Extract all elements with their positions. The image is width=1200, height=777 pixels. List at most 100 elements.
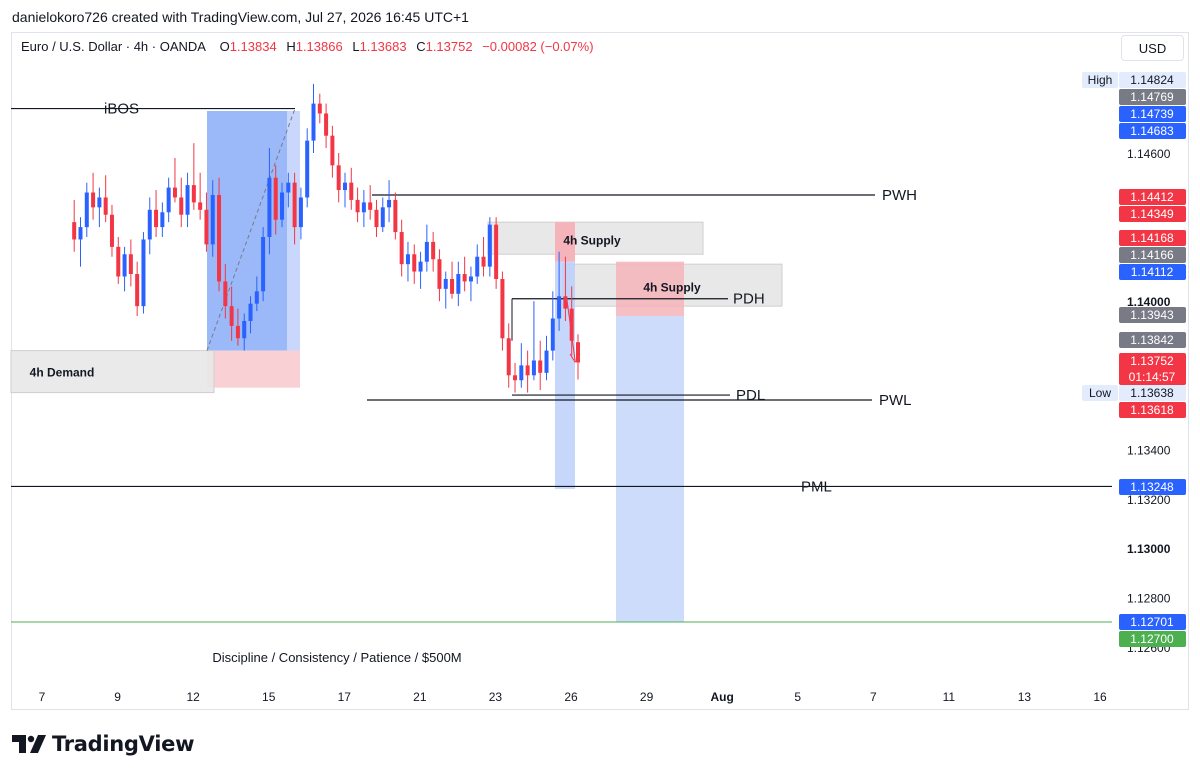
short-stop-zone-1: [555, 222, 575, 262]
candle-body: [91, 192, 96, 208]
candle-body: [210, 194, 215, 245]
candle-body: [128, 254, 133, 275]
candle-body: [223, 281, 228, 307]
price-label: 1.14168: [1130, 231, 1174, 245]
demand-zone-label: 4h Demand: [30, 366, 95, 380]
candle-body: [103, 197, 108, 215]
candle-body: [393, 199, 398, 233]
candle-body: [412, 254, 417, 272]
candle-body: [576, 342, 580, 363]
change-value: −0.00082 (−0.07%): [482, 39, 594, 54]
candle-body: [487, 224, 492, 267]
price-tick: 1.13400: [1127, 443, 1171, 457]
low-value: 1.13683: [359, 39, 407, 54]
candle-body: [317, 103, 322, 114]
candle-body: [431, 241, 436, 260]
candles-layer: [72, 83, 581, 393]
candle-body: [349, 182, 354, 200]
candle-body: [324, 113, 329, 136]
price-label: 1.14769: [1130, 90, 1174, 104]
candle-body: [500, 278, 505, 339]
price-label-bg: [1119, 353, 1186, 385]
time-tick: 16: [1093, 690, 1107, 704]
high-label: H: [286, 39, 296, 54]
time-tick: 26: [564, 690, 578, 704]
pwl-label: PWL: [879, 392, 912, 409]
demand-zone: [10, 350, 215, 394]
candle-body: [387, 199, 392, 208]
candle-body: [374, 209, 379, 228]
price-label: 1.14739: [1130, 107, 1174, 121]
open-value: 1.13834: [229, 39, 277, 54]
candle-body: [160, 212, 165, 228]
price-label: 1.14824: [1130, 73, 1174, 87]
time-tick: 13: [1018, 690, 1032, 704]
time-tick: 9: [114, 690, 121, 704]
price-label-bg: [1119, 206, 1186, 222]
open-label: O: [219, 39, 230, 54]
pml-label: PML: [801, 478, 832, 495]
long-position-profit: [207, 111, 300, 351]
candle-body: [166, 187, 171, 213]
candle-body: [475, 256, 480, 277]
price-tick: 1.12800: [1127, 592, 1171, 606]
price-label-bg: [1119, 385, 1186, 401]
price-axis: 1.14600 1.14000 1.13400 1.13200 1.13000 1.128…: [1082, 72, 1186, 655]
price-label-bg: [1119, 402, 1186, 418]
candle-body: [109, 214, 114, 247]
candle-body: [468, 276, 473, 282]
candle-body: [311, 103, 316, 141]
price-label-bg: [1119, 614, 1186, 630]
candle-body: [116, 246, 121, 277]
candle-body: [179, 197, 184, 215]
time-tick: 17: [338, 690, 352, 704]
price-label-bg: [1119, 189, 1186, 205]
currency-button[interactable]: USD: [1121, 35, 1184, 61]
candle-body: [544, 350, 549, 373]
chart-annotation: Discipline / Consistency / Patience / $5…: [212, 650, 461, 665]
candle-body: [78, 227, 83, 240]
close-label: C: [416, 39, 426, 54]
price-label-bg: [1119, 123, 1186, 139]
symbol-title[interactable]: Euro / U.S. Dollar · 4h · OANDA: [21, 39, 206, 54]
extreme-tag-bg: [1082, 72, 1118, 88]
candle-body: [235, 325, 240, 339]
countdown-label: 01:14:57: [1129, 370, 1176, 384]
low-label: L: [352, 39, 360, 54]
candle-body: [273, 177, 278, 220]
candle-body: [204, 209, 209, 245]
candle-body: [424, 241, 429, 262]
ohlc-legend: Euro / U.S. Dollar · 4h · OANDA O1.13834…: [21, 39, 594, 54]
price-label: 1.13752: [1130, 354, 1174, 368]
pwh-label: PWH: [882, 187, 917, 204]
price-label: 1.13618: [1130, 403, 1174, 417]
candle-body: [298, 197, 303, 228]
candle-body: [531, 360, 536, 376]
candle-body: [437, 259, 442, 289]
price-label-bg: [1119, 332, 1186, 348]
candle-body: [198, 202, 203, 210]
supply-zone-2-label: 4h Supply: [643, 280, 701, 294]
candle-body: [248, 303, 253, 321]
price-label-bg: [1119, 307, 1186, 323]
candle-body: [513, 375, 518, 381]
chart-credit: danielokoro726 created with TradingView.…: [12, 9, 469, 25]
time-tick: 7: [39, 690, 46, 704]
price-label: 1.14412: [1130, 190, 1174, 204]
price-label-bg: [1119, 72, 1186, 88]
time-tick: 11: [943, 690, 956, 704]
candle-body: [267, 177, 272, 237]
price-label: 1.13638: [1130, 386, 1174, 400]
candle-body: [154, 209, 159, 228]
candle-body: [292, 182, 297, 228]
candle-body: [519, 365, 524, 381]
levels-layer: [11, 107, 1112, 623]
candle-body: [355, 199, 360, 213]
price-label: 1.14683: [1130, 124, 1174, 138]
tradingview-logo[interactable]: TradingView: [12, 732, 194, 756]
candle-body: [172, 187, 177, 198]
candle-body: [305, 140, 310, 198]
candle-body: [569, 308, 574, 341]
price-label-bg: [1119, 264, 1186, 280]
